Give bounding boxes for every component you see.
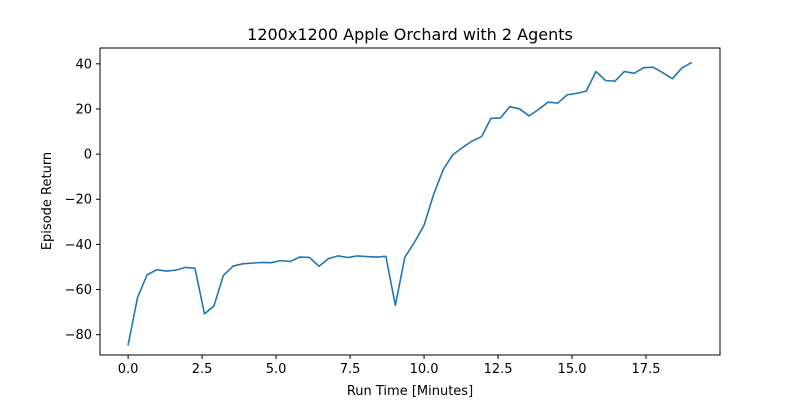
y-axis: −80 −60 −40 −20 0 20 40 <box>65 57 100 343</box>
y-tick-label: 20 <box>75 102 92 117</box>
x-axis-label: Run Time [Minutes] <box>347 384 473 399</box>
y-tick-label: −40 <box>65 238 92 253</box>
y-tick-label: −80 <box>65 328 92 343</box>
x-tick-label: 7.5 <box>340 362 361 377</box>
plot-area <box>99 47 721 356</box>
x-tick-label: 12.5 <box>484 362 513 377</box>
x-tick-label: 5.0 <box>266 362 287 377</box>
x-axis: 0.0 2.5 5.0 7.5 10.0 12.5 15.0 17.5 <box>118 355 661 377</box>
plot-frame <box>99 47 721 356</box>
x-tick-label: 0.0 <box>118 362 139 377</box>
y-tick-label: 0 <box>84 148 92 163</box>
x-tick-label: 2.5 <box>192 362 213 377</box>
x-tick-label: 15.0 <box>558 362 587 377</box>
y-axis-label: Episode Return <box>40 152 55 250</box>
y-tick-label: −60 <box>65 283 92 298</box>
y-tick-label: 40 <box>75 57 92 72</box>
x-tick-label: 10.0 <box>410 362 439 377</box>
chart-title: 1200x1200 Apple Orchard with 2 Agents <box>247 25 573 44</box>
series-layer <box>127 61 693 346</box>
x-tick-label: 17.5 <box>632 362 661 377</box>
series-line-1 <box>127 61 693 346</box>
y-tick-label: −20 <box>65 193 92 208</box>
